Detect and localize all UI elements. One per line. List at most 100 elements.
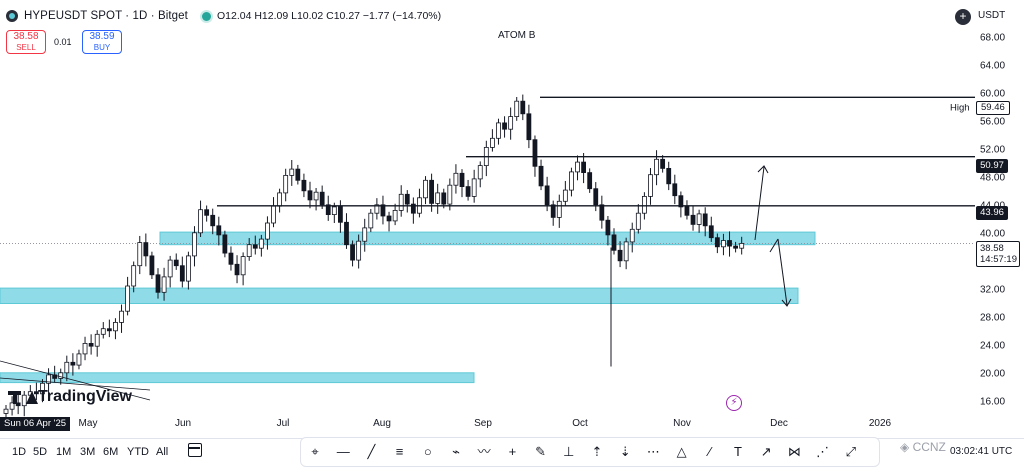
candle-body: [599, 204, 605, 221]
candle-body: [587, 172, 593, 190]
utc-clock[interactable]: 03:02:41 UTC: [950, 446, 1013, 457]
tradingview-logo[interactable]: TradingView: [8, 388, 132, 406]
candle-body: [708, 225, 714, 239]
chart-title: ATOM B: [498, 30, 536, 41]
spread-value: 0.01: [54, 37, 72, 47]
sell-button[interactable]: 38.58 SELL: [6, 30, 46, 54]
crosshair-icon[interactable]: +: [508, 444, 517, 459]
text-icon[interactable]: T: [734, 444, 742, 459]
candle-body: [283, 174, 289, 194]
brush-icon[interactable]: ✎: [535, 444, 547, 459]
candle-body: [453, 172, 459, 186]
candle-body: [362, 227, 368, 242]
price-chart[interactable]: [0, 0, 1024, 440]
candle-body: [581, 161, 586, 174]
fib-icon[interactable]: 〰: [477, 444, 491, 459]
time-tick: May: [78, 418, 98, 429]
level-badge-lower: 43.96: [976, 206, 1008, 220]
parallel-channel-icon[interactable]: ≡: [395, 444, 404, 459]
currency-label[interactable]: USDT: [978, 10, 1006, 21]
candle-body: [550, 204, 556, 218]
last-price: 38.58: [980, 243, 1004, 254]
triangle-icon[interactable]: △: [676, 444, 687, 459]
arrow-icon[interactable]: ↗: [760, 444, 772, 459]
down-arrow-line: [777, 238, 788, 306]
add-plus-icon[interactable]: +: [955, 9, 971, 25]
price-tick: 24.00: [980, 340, 1006, 351]
timeframe-5d-button[interactable]: 5D: [33, 446, 48, 458]
zoom-icon[interactable]: ⤢: [845, 444, 856, 459]
drawing-tools-bar: [300, 437, 880, 467]
candle-body: [678, 195, 684, 208]
watermark-text: ◈ CCNZ: [900, 440, 946, 454]
candle-body: [331, 206, 337, 215]
candle-body: [258, 238, 264, 249]
symbol-title[interactable]: HYPEUSDT SPOT · 1D · Bitget: [24, 10, 188, 22]
price-tick: 44.00: [980, 200, 1005, 211]
candle-body: [350, 244, 355, 261]
candle-body: [15, 402, 21, 407]
price-tick: 28.00: [980, 312, 1006, 323]
time-tick: Aug: [373, 418, 391, 429]
forecast-icon[interactable]: ⋯: [646, 444, 660, 459]
candle-body: [429, 179, 435, 204]
buy-button[interactable]: 38.59 BUY: [82, 30, 122, 54]
candle-body: [423, 179, 428, 199]
down-arrow-head: [781, 298, 792, 307]
path-icon[interactable]: ⌁: [452, 444, 460, 459]
candle-body: [113, 321, 118, 332]
candle-body: [508, 116, 514, 130]
candle-body: [325, 204, 331, 216]
timeframe-3m-button[interactable]: 3M: [80, 446, 96, 458]
sell-label: SELL: [16, 43, 36, 52]
candle-body: [82, 342, 88, 355]
candle-body: [489, 137, 495, 148]
horizontal-line-icon[interactable]: —: [336, 444, 350, 459]
candle-body: [496, 122, 501, 139]
candle-body: [617, 249, 623, 262]
timeframe-ytd-button[interactable]: YTD: [127, 446, 149, 458]
market-open-icon: [201, 11, 211, 21]
candle-body: [368, 212, 374, 229]
event-lightning-icon[interactable]: ⚡: [726, 395, 742, 411]
trend-line-icon[interactable]: ╱: [367, 444, 376, 459]
timeframe-1d-button[interactable]: 1D: [12, 446, 27, 458]
candle-body: [696, 213, 702, 225]
candle-body: [137, 242, 143, 267]
candle-body: [435, 192, 441, 204]
candle-body: [374, 204, 380, 214]
candle-body: [465, 186, 471, 197]
symbol-logo-icon: [6, 10, 18, 22]
timeframe-all-button[interactable]: All: [156, 446, 169, 458]
measure-icon[interactable]: ⋰: [816, 444, 830, 459]
candle-body: [459, 172, 465, 188]
calendar-icon[interactable]: [188, 443, 202, 457]
cursor-icon[interactable]: ⌖: [311, 444, 319, 459]
price-tick: 60.00: [980, 88, 1006, 99]
trend-line-2: [0, 377, 151, 391]
candle-body: [477, 165, 483, 180]
candle-body: [629, 228, 635, 243]
timeframe-6m-button[interactable]: 6M: [103, 446, 119, 458]
candle-body: [161, 276, 167, 293]
candle-body: [173, 259, 179, 267]
cursor-date-label: Sun 06 Apr '25: [0, 417, 71, 431]
candle-icon[interactable]: ⊥: [563, 444, 575, 459]
candle-body: [119, 310, 124, 323]
candle-body: [672, 183, 678, 197]
buy-label: BUY: [93, 43, 111, 52]
candle-body: [648, 174, 653, 197]
candle-body: [447, 184, 453, 205]
candle-body: [301, 179, 307, 192]
circle-icon[interactable]: ○: [423, 444, 432, 459]
time-tick: 2026: [868, 418, 892, 429]
pen-icon[interactable]: ∕: [708, 444, 711, 459]
short-position-icon[interactable]: ⇣: [619, 444, 631, 459]
long-position-icon[interactable]: ⇡: [591, 444, 603, 459]
timeframe-1m-button[interactable]: 1M: [56, 446, 72, 458]
last-price-badge: 38.58 14:57:19: [976, 241, 1020, 267]
candle-body: [623, 241, 629, 262]
candle-body: [94, 333, 100, 347]
pattern-icon[interactable]: ⋈: [787, 444, 801, 459]
